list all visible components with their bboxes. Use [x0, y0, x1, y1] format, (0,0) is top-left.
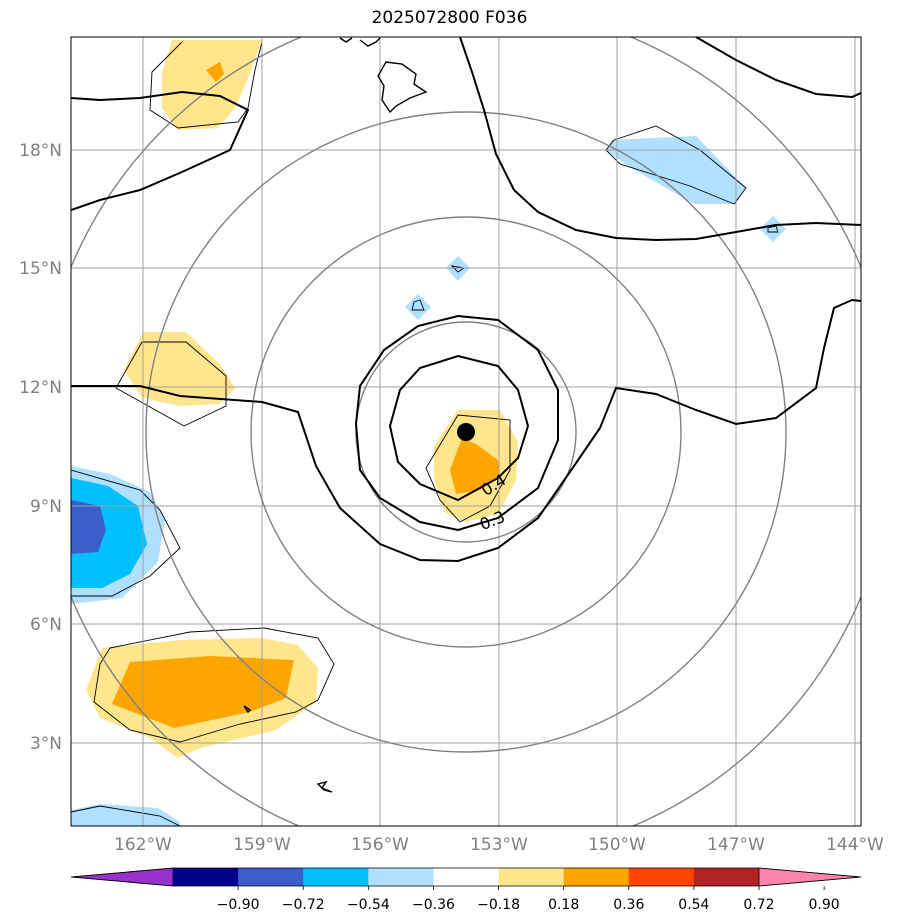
lon-label: 147°W — [707, 835, 765, 855]
contour-layer — [71, 37, 861, 563]
lat-label: 6°N — [30, 615, 62, 635]
colorbar: −0.90 −0.72 −0.54 −0.36 −0.18 0.18 0.36 0.54 0.7… — [70, 867, 862, 913]
colorbar-swatch — [303, 868, 369, 886]
coastlines — [243, 37, 428, 793]
anomaly-outline — [605, 125, 747, 205]
lon-label: 162°W — [114, 835, 172, 855]
latitude-labels: 18°N 15°N 12°N 9°N 6°N 3°N — [19, 141, 62, 754]
lat-label: 3°N — [30, 734, 62, 754]
colorbar-swatch — [368, 868, 434, 886]
longitude-labels: 162°W 159°W 156°W 153°W 150°W 147°W 144°… — [114, 835, 884, 855]
colorbar-swatch — [433, 868, 500, 886]
contour-line — [459, 37, 861, 242]
colorbar-swatch — [173, 868, 239, 886]
colorbar-tick-label: 0.36 — [613, 897, 644, 913]
colorbar-tick-label: −0.54 — [347, 897, 390, 913]
anomaly-outline — [93, 627, 335, 743]
colorbar-swatch — [498, 868, 565, 886]
colorbar-tick-label: 0.72 — [743, 897, 774, 913]
colorbar-tick-label: 0.18 — [548, 897, 579, 913]
colorbar-tick-label: 0.90 — [809, 897, 840, 913]
lat-label: 18°N — [19, 141, 62, 161]
colorbar-tick-label: 0.54 — [678, 897, 709, 913]
negative-anomaly-area — [71, 804, 180, 826]
lat-label: 9°N — [30, 497, 62, 517]
lat-label: 12°N — [19, 378, 62, 398]
colorbar-tick-label: −0.90 — [217, 897, 260, 913]
map-plot-area: 0.4 0.3 — [71, 37, 861, 826]
map-frame — [70, 36, 862, 827]
colorbar-tick-label: −0.36 — [412, 897, 455, 913]
island-outline — [339, 37, 353, 43]
lon-label: 150°W — [588, 835, 646, 855]
island-outline — [243, 705, 252, 714]
anomaly-outline — [411, 299, 425, 311]
contour-line — [354, 314, 559, 532]
negative-anomaly-core — [71, 500, 106, 554]
range-ring — [250, 216, 682, 648]
colorbar-tick-label: −0.72 — [282, 897, 325, 913]
lon-label: 153°W — [470, 835, 528, 855]
island-outline — [316, 780, 333, 793]
colorbar-swatch — [238, 868, 304, 886]
anomaly-outline — [450, 265, 466, 273]
island-outline — [377, 61, 428, 114]
contour-line — [71, 298, 861, 563]
graticule — [71, 37, 861, 826]
colorbar-over-extension — [758, 867, 862, 887]
range-rings — [71, 37, 861, 826]
lon-label: 156°W — [351, 835, 409, 855]
contour-line — [695, 37, 861, 99]
shading-outline-layer — [71, 41, 779, 826]
anomaly-outline — [115, 341, 227, 427]
range-ring — [145, 111, 787, 753]
anomaly-outline — [149, 41, 263, 129]
chart-title: 2025072800 F036 — [371, 8, 528, 28]
storm-center-marker — [457, 423, 475, 441]
colorbar-swatch — [628, 868, 695, 886]
positive-anomaly-core — [206, 62, 224, 82]
contour-line — [388, 354, 530, 502]
colorbar-under-extension — [70, 867, 174, 887]
lon-label: 159°W — [233, 835, 291, 855]
anomaly-outline — [767, 225, 779, 233]
colorbar-swatch — [693, 868, 760, 886]
contour-line — [71, 90, 250, 211]
colorbar-tick-label: −0.18 — [477, 897, 520, 913]
lat-label: 15°N — [19, 259, 62, 279]
colorbar-swatch — [563, 868, 630, 886]
positive-anomaly-core — [112, 656, 294, 728]
shading-layer — [71, 40, 786, 826]
negative-anomaly-area — [760, 216, 786, 242]
anomaly-outline — [71, 805, 181, 826]
anomaly-outline — [71, 469, 181, 597]
negative-anomaly-area — [405, 294, 431, 320]
colorbar-outline — [70, 867, 862, 887]
lon-label: 144°W — [826, 835, 884, 855]
anomaly-outline — [425, 414, 511, 523]
negative-anomaly-area — [606, 136, 746, 204]
positive-anomaly-core — [450, 438, 500, 494]
island-outline — [359, 37, 381, 47]
